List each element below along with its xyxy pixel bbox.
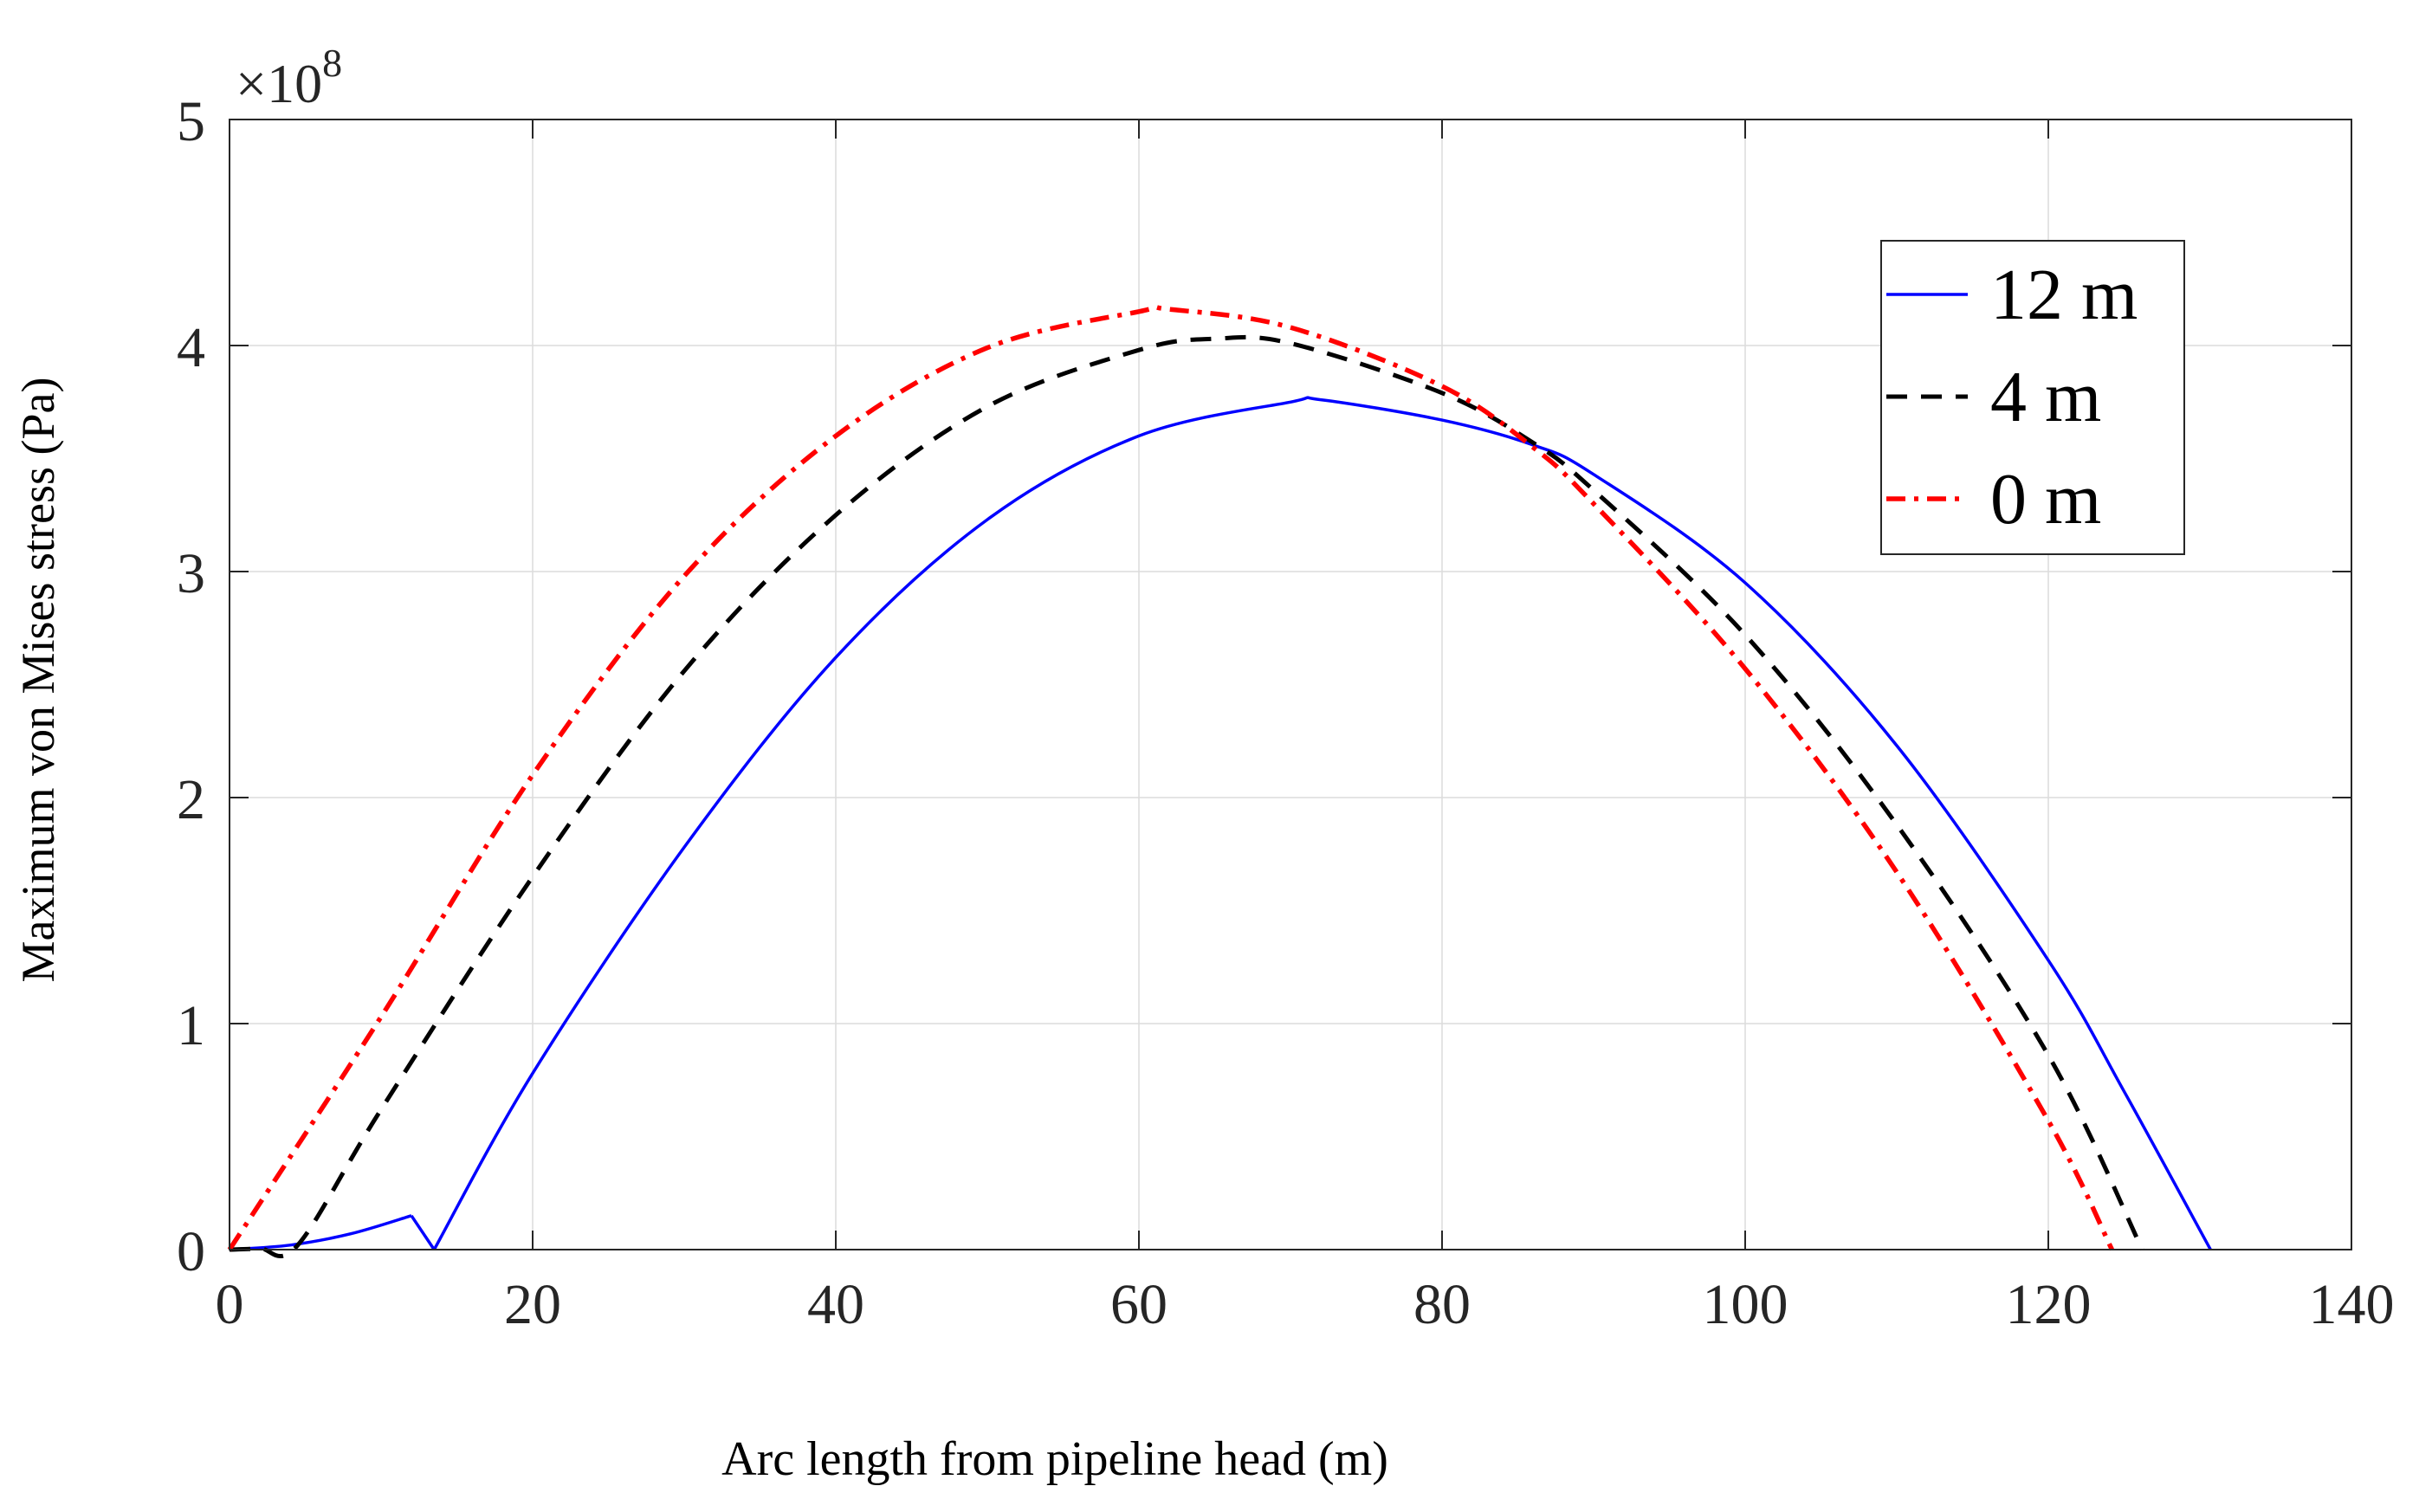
y-tick-label: 3 [177,542,205,605]
y-axis-scale-factor: ×108 [236,41,342,114]
legend-label-1: 4 m [1990,357,2101,437]
series-line-2 [227,304,2114,1251]
legend: 12 m 4 m 0 m [1880,240,2185,555]
x-tick-label: 120 [2006,1273,2092,1336]
x-tick-label: 20 [504,1273,561,1336]
y-tick-label: 4 [177,316,205,379]
axis-ticks [229,119,2352,1250]
y-tick-label: 5 [177,90,205,153]
x-tick-label: 140 [2309,1273,2395,1336]
x-axis-title: Arc length from pipeline head (m) [721,1432,1388,1486]
y-axis-title: Maximum von Mises stress (Pa) [12,378,64,983]
legend-items: 12 m 4 m 0 m [1886,255,2138,540]
x-tick-label: 60 [1110,1273,1167,1336]
y-axis-tick-labels: 0 1 2 3 4 5 [177,90,205,1283]
plot-frame [229,119,2352,1250]
x-tick-label: 0 [216,1273,244,1336]
y-axis-scale-exponent: 8 [322,41,342,85]
x-tick-label: 100 [1703,1273,1788,1336]
x-tick-label: 80 [1413,1273,1471,1336]
series-layer [227,304,2212,1258]
series-line-1 [229,334,2144,1258]
y-axis-scale-base: ×10 [236,53,322,114]
x-axis-tick-labels: 0 20 40 60 80 100 120 140 [216,1273,2395,1336]
y-tick-label: 1 [177,994,205,1057]
y-tick-label: 0 [177,1220,205,1283]
series-line-0 [229,396,2212,1251]
x-tick-label: 40 [807,1273,864,1336]
y-tick-label: 2 [177,768,205,831]
legend-label-0: 12 m [1990,255,2138,335]
legend-label-2: 0 m [1990,459,2101,540]
